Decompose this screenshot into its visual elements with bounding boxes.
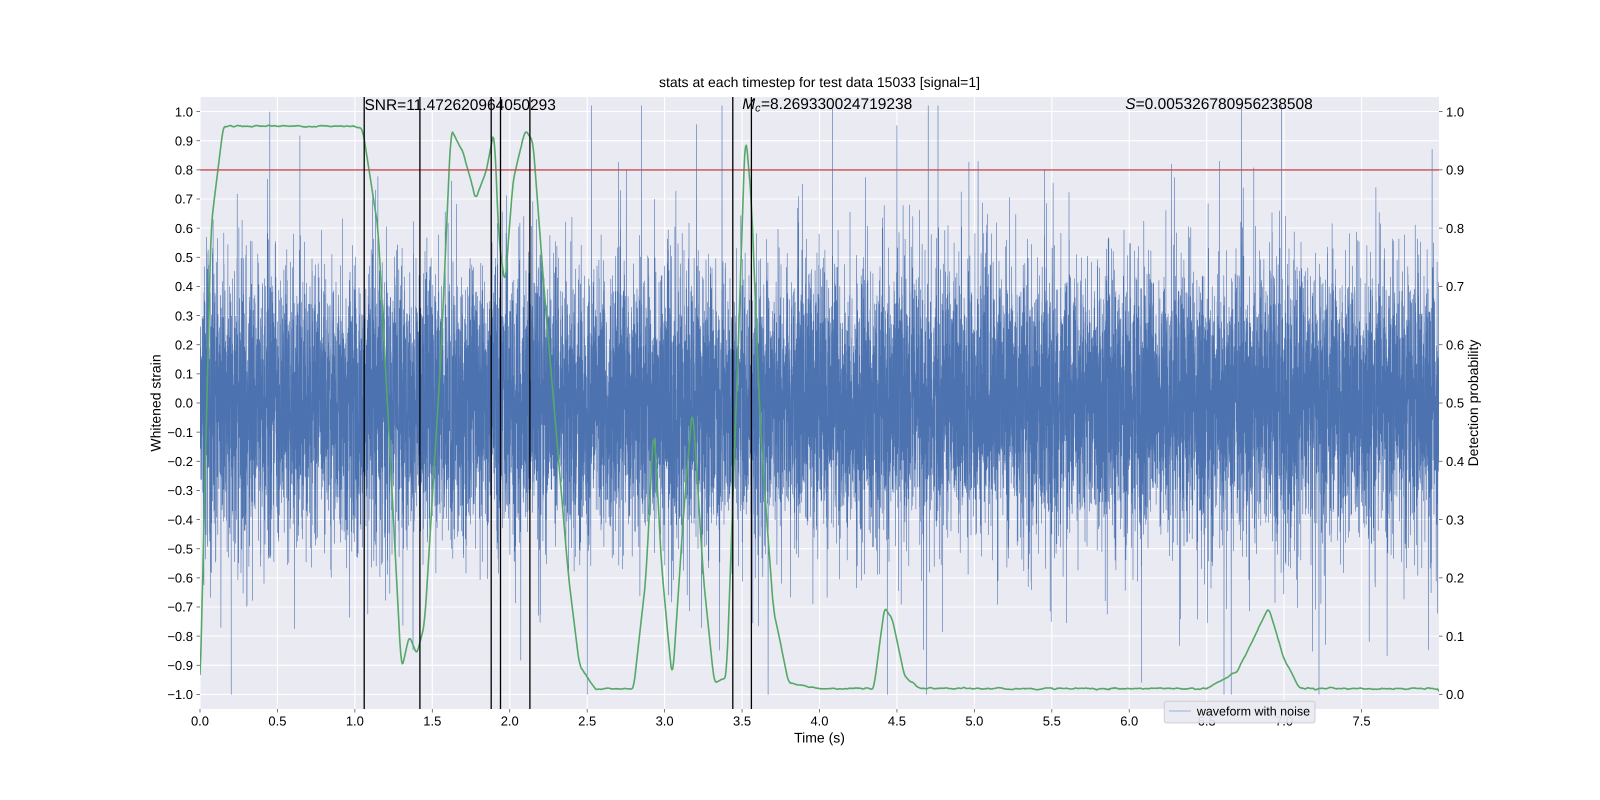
- svg-text:5.0: 5.0: [965, 713, 983, 728]
- svg-text:0.4: 0.4: [175, 279, 193, 294]
- svg-text:stats at each timestep for tes: stats at each timestep for test data 150…: [659, 74, 980, 90]
- svg-text:waveform with noise: waveform with noise: [1196, 704, 1310, 718]
- svg-text:−0.7: −0.7: [167, 600, 193, 615]
- svg-text:Time (s): Time (s): [794, 729, 845, 745]
- svg-text:6.0: 6.0: [1120, 713, 1138, 728]
- svg-text:1.5: 1.5: [423, 713, 441, 728]
- svg-text:2.5: 2.5: [578, 713, 596, 728]
- svg-text:2.0: 2.0: [501, 713, 519, 728]
- svg-text:0.6: 0.6: [1446, 337, 1464, 352]
- svg-text:−1.0: −1.0: [167, 687, 193, 702]
- svg-text:0.5: 0.5: [175, 250, 193, 265]
- svg-text:0.5: 0.5: [268, 713, 286, 728]
- svg-text:0.0: 0.0: [175, 396, 193, 411]
- svg-text:0.0: 0.0: [191, 713, 209, 728]
- svg-text:0.1: 0.1: [175, 367, 193, 382]
- svg-text:7.5: 7.5: [1353, 713, 1371, 728]
- svg-text:1.0: 1.0: [346, 713, 364, 728]
- svg-text:Detection probability: Detection probability: [1465, 340, 1481, 467]
- svg-text:0.8: 0.8: [1446, 221, 1464, 236]
- svg-text:0.2: 0.2: [175, 337, 193, 352]
- svg-text:−0.2: −0.2: [167, 454, 193, 469]
- svg-text:−0.4: −0.4: [167, 512, 193, 527]
- svg-text:M c = 8: M c = 8 . 2 6 9 3 3 0 0 2 4 7 1 9 2 3 8: [742, 96, 912, 116]
- svg-text:−0.3: −0.3: [167, 483, 193, 498]
- svg-text:0.9: 0.9: [175, 133, 193, 148]
- svg-text:0.0: 0.0: [1446, 687, 1464, 702]
- svg-text:−0.9: −0.9: [167, 658, 193, 673]
- svg-text:SNR=11.472620964050293: SNR=11.472620964050293: [364, 97, 555, 114]
- svg-text:0.7: 0.7: [175, 192, 193, 207]
- svg-text:0.3: 0.3: [1446, 512, 1464, 527]
- svg-text:0.8: 0.8: [175, 163, 193, 178]
- svg-text:4.0: 4.0: [810, 713, 828, 728]
- svg-text:1.0: 1.0: [175, 104, 193, 119]
- svg-text:0.3: 0.3: [175, 308, 193, 323]
- svg-text:0.4: 0.4: [1446, 454, 1464, 469]
- svg-text:0.1: 0.1: [1446, 629, 1464, 644]
- svg-text:0.6: 0.6: [175, 221, 193, 236]
- svg-text:0.9: 0.9: [1446, 163, 1464, 178]
- svg-text:0.2: 0.2: [1446, 571, 1464, 586]
- svg-text:S = 0 .: S = 0 . 0 0 5 3 2 6 7 8 0 9 5 6 2 3 8 5 …: [1125, 96, 1312, 113]
- svg-text:3.0: 3.0: [656, 713, 674, 728]
- svg-text:0.7: 0.7: [1446, 279, 1464, 294]
- svg-text:−0.5: −0.5: [167, 541, 193, 556]
- svg-text:4.5: 4.5: [888, 713, 906, 728]
- svg-text:3.5: 3.5: [733, 713, 751, 728]
- svg-text:0.5: 0.5: [1446, 396, 1464, 411]
- svg-text:5.5: 5.5: [1043, 713, 1061, 728]
- svg-text:−0.6: −0.6: [167, 571, 193, 586]
- svg-text:−0.1: −0.1: [167, 425, 193, 440]
- svg-text:1.0: 1.0: [1446, 104, 1464, 119]
- svg-text:−0.8: −0.8: [167, 629, 193, 644]
- svg-text:Whitened strain: Whitened strain: [147, 354, 163, 451]
